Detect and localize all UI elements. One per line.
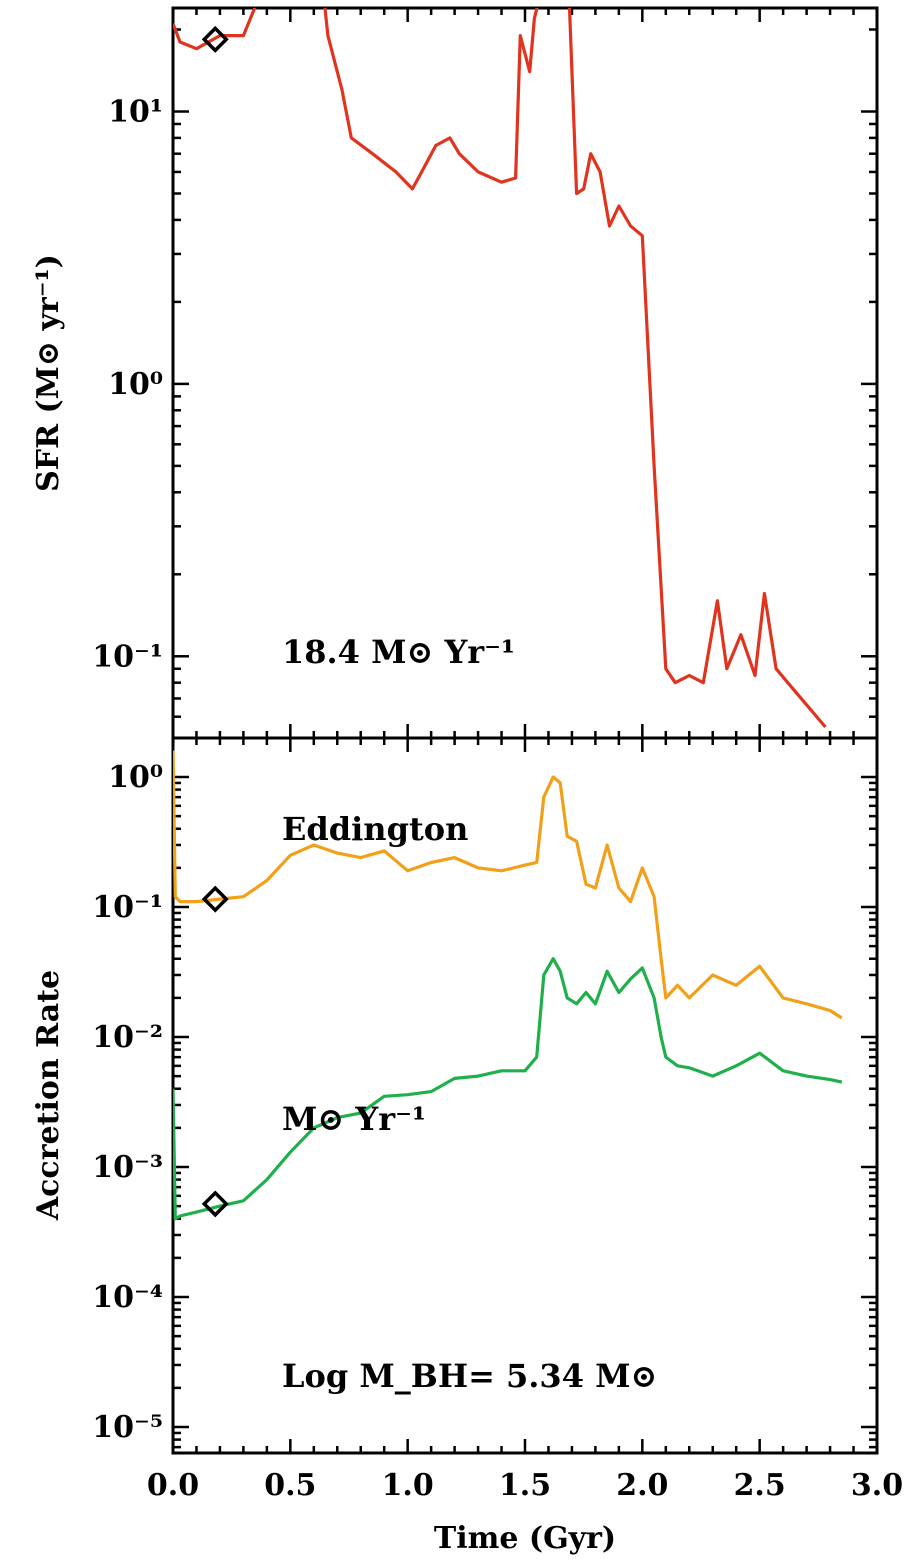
accretion-axis-title: Accretion Rate xyxy=(31,970,66,1221)
sfr-markers xyxy=(201,25,229,53)
y-tick-label: 10⁻⁵ xyxy=(92,1410,163,1445)
sfr-series xyxy=(173,8,827,729)
x-tick-label: 1.5 xyxy=(499,1468,551,1503)
accretion-markers xyxy=(201,885,229,1218)
x-tick-labels: 0.0 0.5 1.0 1.5 2.0 2.5 3.0 xyxy=(147,1468,903,1503)
accretion-panel: 10⁰ 10⁻¹ 10⁻² 10⁻³ 10⁻⁴ 10⁻⁵ 0.0 0.5 1.0 1.5 2.0 2… xyxy=(31,736,903,1556)
x-tick-label: 0.0 xyxy=(147,1468,199,1503)
sfr-ticks xyxy=(171,8,879,738)
sfr-axis-title: SFR (M⊙ yr⁻¹) xyxy=(31,254,66,492)
x-tick-label: 0.5 xyxy=(264,1468,316,1503)
x-axis-title: Time (Gyr) xyxy=(434,1521,616,1556)
accretion-units-label: M⊙ Yr⁻¹ xyxy=(282,1100,426,1138)
y-tick-label: 10¹ xyxy=(108,95,163,130)
sfr-value-annotation: 18.4 M⊙ Yr⁻¹ xyxy=(282,633,515,671)
y-tick-label: 10⁻³ xyxy=(92,1150,163,1185)
current-time-diamond-marker xyxy=(201,885,229,913)
accretion-ticks xyxy=(171,738,879,1453)
accretion-series-line xyxy=(173,957,843,1221)
x-tick-label: 2.5 xyxy=(734,1468,786,1503)
y-tick-label: 10⁻¹ xyxy=(92,639,163,674)
x-tick-label: 1.0 xyxy=(382,1468,434,1503)
y-tick-label: 10⁻² xyxy=(92,1020,163,1055)
accretion-y-tick-labels: 10⁰ 10⁻¹ 10⁻² 10⁻³ 10⁻⁴ 10⁻⁵ xyxy=(92,760,163,1445)
y-tick-label: 10⁻⁴ xyxy=(92,1280,163,1315)
eddington-label: Eddington xyxy=(282,810,468,848)
x-tick-label: 3.0 xyxy=(851,1468,903,1503)
current-time-diamond-marker xyxy=(201,25,229,53)
x-tick-label: 2.0 xyxy=(616,1468,668,1503)
accretion-series xyxy=(173,750,843,1221)
sfr-series-line xyxy=(173,8,827,729)
bh-mass-label: Log M_BH= 5.34 M⊙ xyxy=(282,1357,657,1395)
current-time-diamond-marker xyxy=(201,1190,229,1218)
y-tick-label: 10⁰ xyxy=(108,367,163,402)
y-tick-label: 10⁰ xyxy=(108,760,163,795)
sfr-y-tick-labels: 10²10¹10⁰10⁻¹ xyxy=(92,95,163,675)
sfr-panel: 10²10¹10⁰10⁻¹ SFR (M⊙ yr⁻¹) 18.4 M⊙ Yr⁻¹ xyxy=(31,6,879,740)
accretion-plot-frame xyxy=(171,736,879,1455)
eddington-series-line xyxy=(173,750,843,1020)
y-tick-label: 10⁻¹ xyxy=(92,890,163,925)
